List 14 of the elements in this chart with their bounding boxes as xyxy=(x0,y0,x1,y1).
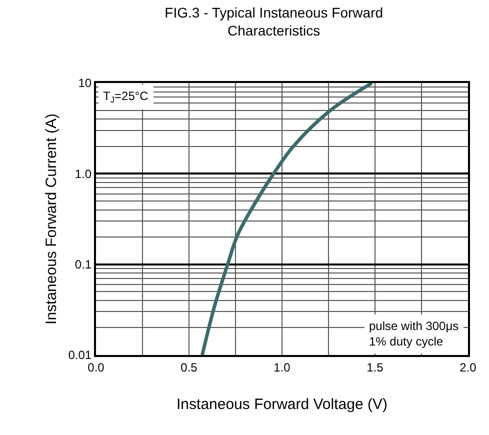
y-tick-label: 10 xyxy=(78,76,92,90)
x-tick-label: 1.0 xyxy=(274,360,291,374)
annotation: pulse with 300μs 1% duty cycle xyxy=(369,319,459,349)
y-tick-label: 0.01 xyxy=(68,348,92,362)
x-tick-label: 0.5 xyxy=(180,360,198,374)
y-axis-title: Instaneous Forward Current (A) xyxy=(42,114,60,324)
x-axis-title: Instaneous Forward Voltage (V) xyxy=(176,396,388,413)
annotation: T$_{J}$=25°C xyxy=(103,89,149,105)
x-tick-label: 0.0 xyxy=(88,360,105,374)
y-tick-label: 1.0 xyxy=(74,166,92,181)
y-tick-label: 0.1 xyxy=(74,258,92,272)
chart-title: FIG.3 - Typical Instaneous Forward Characteristics xyxy=(164,4,384,39)
x-tick-label: 1.5 xyxy=(366,360,384,374)
x-tick-label: 2.0 xyxy=(460,360,477,374)
